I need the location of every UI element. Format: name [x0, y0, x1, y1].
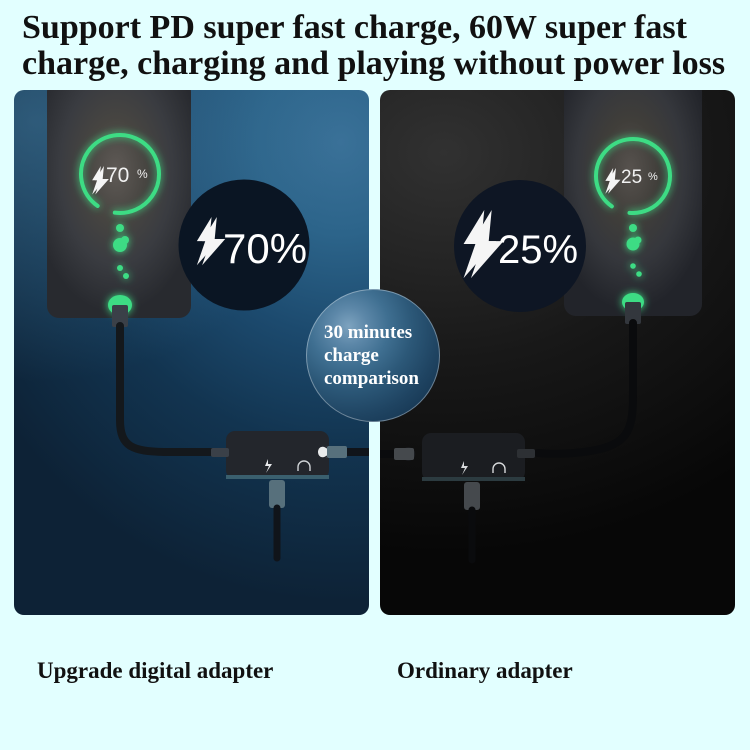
- svg-text:%: %: [137, 167, 148, 181]
- svg-text:%: %: [648, 171, 658, 183]
- svg-text:25: 25: [621, 167, 642, 188]
- svg-text:70: 70: [106, 164, 129, 187]
- svg-text:25%: 25%: [498, 228, 578, 272]
- svg-text:70%: 70%: [223, 225, 307, 272]
